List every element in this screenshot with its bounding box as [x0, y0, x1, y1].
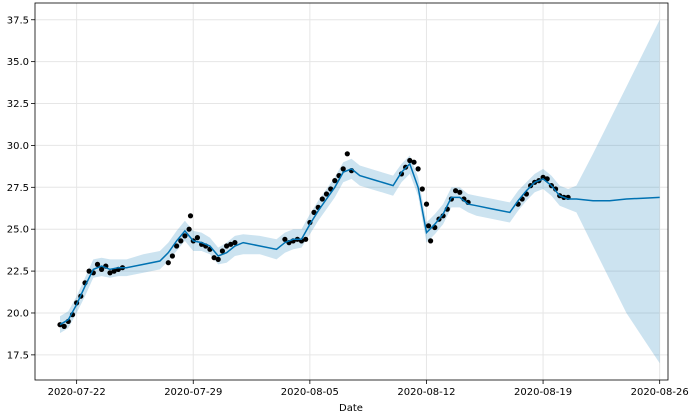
observed-point — [178, 238, 184, 244]
observed-point — [186, 226, 192, 232]
y-tick-label: 37.5 — [7, 15, 29, 26]
x-tick-label: 2020-07-22 — [48, 387, 106, 398]
x-tick-label: 2020-07-29 — [164, 387, 222, 398]
observed-point — [323, 191, 330, 197]
observed-point — [194, 235, 200, 241]
y-tick-label: 35.0 — [7, 57, 29, 68]
observed-point — [415, 166, 421, 172]
observed-point — [232, 240, 238, 246]
observed-point — [319, 196, 325, 202]
y-axis-ticks: 17.5 20.0 22.5 25.0 27.5 30.0 32.5 35.0 37.5 — [7, 15, 35, 361]
observed-point — [228, 241, 234, 247]
observed-point — [423, 201, 430, 207]
x-axis-ticks: 2020-07-22 2020-07-29 2020-08-05 2020-08-12… — [48, 380, 689, 398]
observed-point — [182, 233, 188, 239]
observed-point — [211, 255, 217, 261]
observed-point — [86, 268, 92, 274]
observed-point — [540, 174, 546, 180]
grid-lines — [35, 3, 668, 380]
y-tick-label: 25.0 — [7, 225, 29, 236]
observed-point — [344, 151, 350, 157]
observed-point — [411, 159, 417, 165]
forecast-line — [59, 162, 660, 326]
observed-point — [215, 256, 221, 262]
observed-point — [440, 213, 446, 219]
observed-point — [340, 166, 346, 172]
observed-point — [282, 236, 288, 242]
observed-point — [428, 238, 434, 244]
observed-point — [219, 248, 225, 254]
observed-point — [407, 157, 413, 164]
x-tick-label: 2020-08-19 — [514, 387, 572, 398]
x-axis-label: Date — [339, 403, 363, 414]
forecast-trend-line — [59, 162, 660, 326]
x-tick-label: 2020-08-12 — [397, 387, 455, 398]
x-tick-label: 2020-08-26 — [631, 387, 689, 398]
observed-point — [107, 270, 113, 276]
y-tick-label: 22.5 — [7, 267, 29, 278]
observed-point — [419, 186, 425, 192]
y-tick-label: 30.0 — [7, 141, 29, 152]
x-tick-label: 2020-08-05 — [281, 387, 339, 398]
observed-point — [332, 178, 338, 184]
observed-point — [311, 209, 317, 215]
y-tick-label: 17.5 — [7, 350, 29, 361]
observed-point — [169, 253, 175, 259]
observed-point — [94, 261, 101, 267]
observed-point — [425, 223, 432, 229]
observed-point — [61, 323, 67, 329]
observed-point — [187, 213, 194, 219]
y-tick-label: 27.5 — [7, 183, 29, 194]
plot-frame — [34, 2, 669, 381]
observed-point — [457, 189, 463, 195]
observed-point — [224, 243, 230, 249]
observed-point — [174, 243, 180, 249]
observed-point — [111, 268, 117, 274]
observed-point — [99, 266, 105, 272]
observed-point — [453, 188, 459, 194]
observed-point — [165, 260, 171, 266]
y-tick-label: 20.0 — [7, 308, 29, 319]
observed-point — [303, 236, 309, 242]
y-tick-label: 32.5 — [7, 99, 29, 110]
